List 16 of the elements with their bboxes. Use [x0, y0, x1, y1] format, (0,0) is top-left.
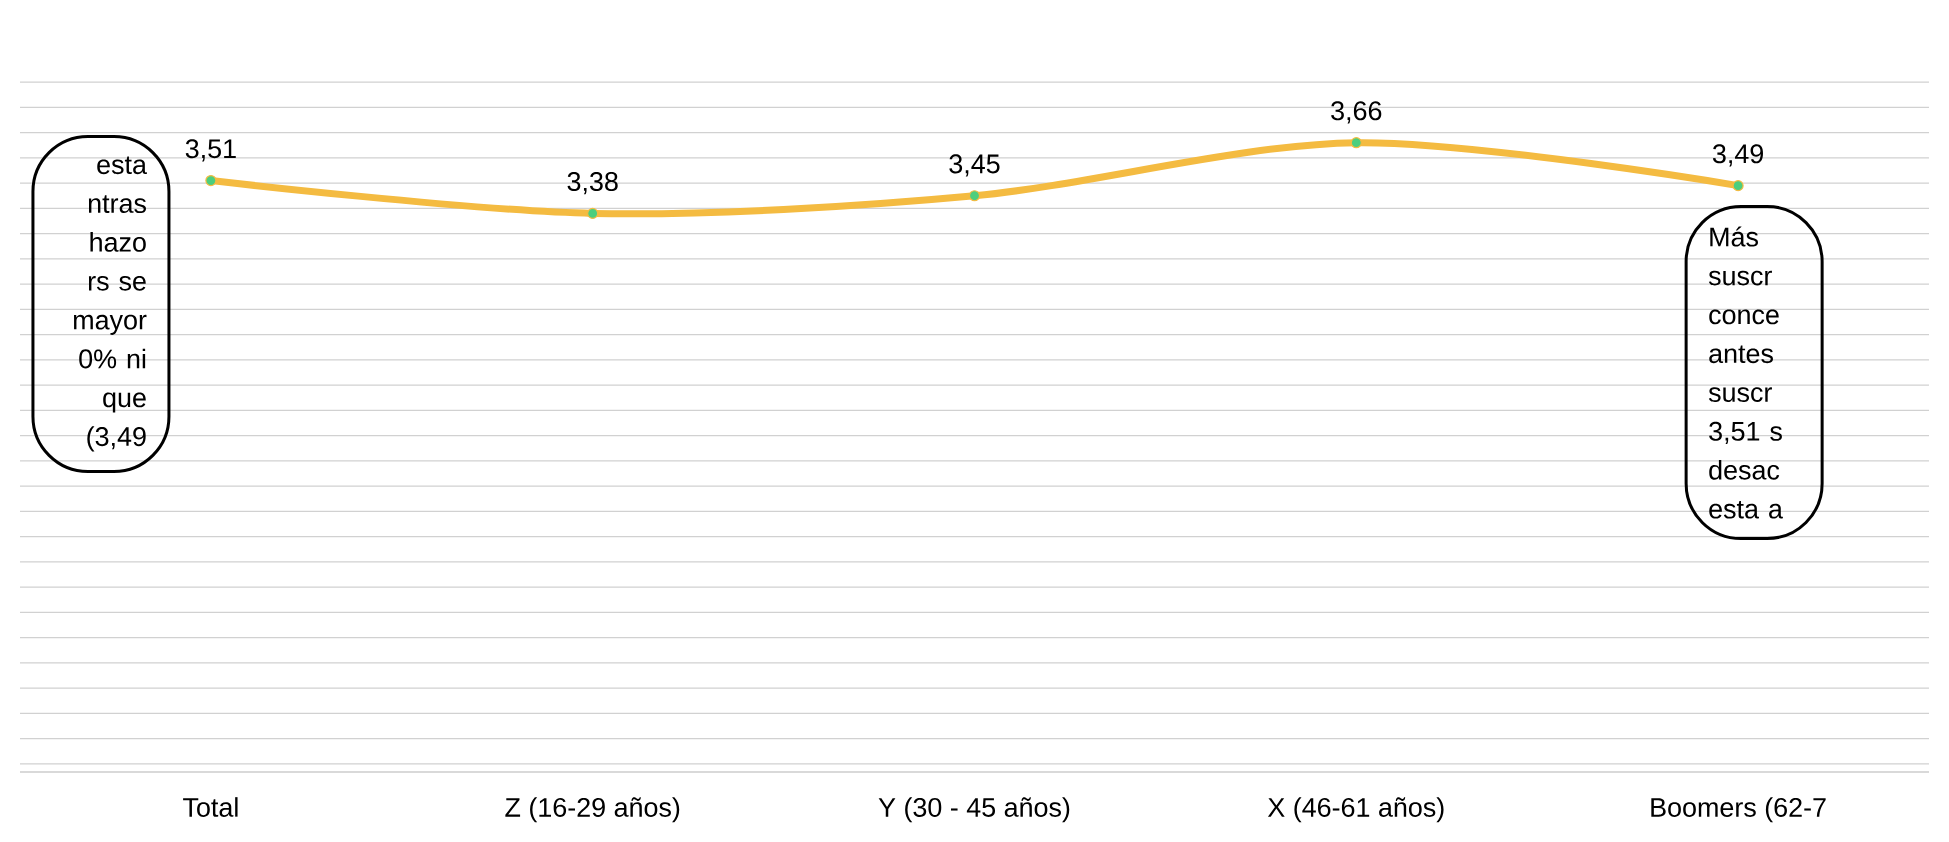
- point: [205, 174, 217, 187]
- point: [1732, 180, 1744, 192]
- x-tick-label: Boomers (62-7: [1651, 797, 1826, 823]
- annotation: esta ntras hazo rs se mayor 0% ni que (3,49: [74, 156, 147, 452]
- data-label: 3,38: [567, 172, 618, 195]
- point: [1350, 137, 1362, 149]
- x-tick-label: Total: [183, 797, 238, 817]
- data-label: 3,66: [1331, 101, 1382, 124]
- x-tick-label: Z (16-29 años): [505, 797, 680, 823]
- data-label: 3,51: [185, 139, 236, 162]
- text: Más suscr conce antes suscr 3,51 s desac esta a: [1708, 226, 1783, 519]
- x-tick-label: Y (30 - 45 años): [878, 797, 1070, 823]
- data-label: 3,45: [949, 154, 1000, 177]
- point: [968, 190, 981, 202]
- data-label: 3,49: [1712, 144, 1763, 167]
- x-tick-label: X (46-61 años): [1267, 797, 1444, 823]
